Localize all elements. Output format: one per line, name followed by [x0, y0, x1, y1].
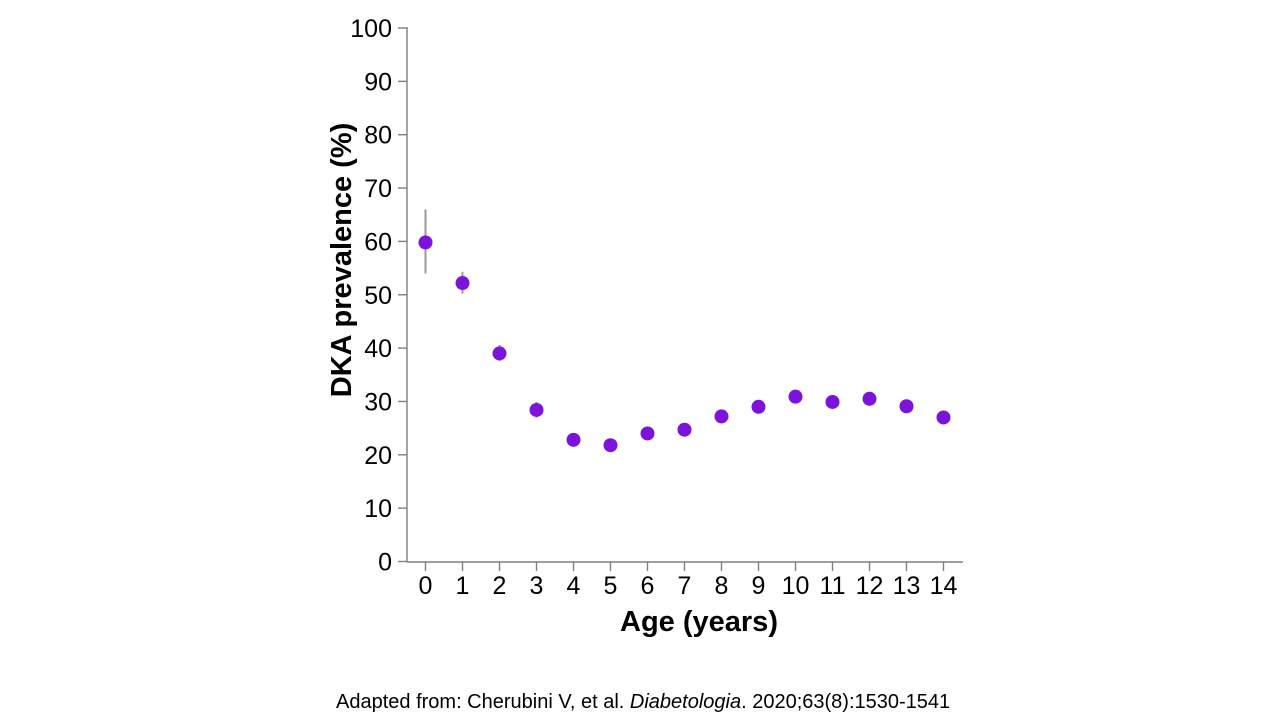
- x-tick-label: 0: [419, 572, 433, 600]
- x-tick-label: 12: [856, 572, 884, 600]
- y-tick-label: 30: [364, 388, 392, 416]
- data-point-age-10: [788, 389, 803, 404]
- x-tick-label: 9: [752, 572, 766, 600]
- y-tick-label: 70: [364, 175, 392, 203]
- x-axis-title: Age (years): [620, 606, 778, 638]
- x-tick-label: 13: [893, 572, 921, 600]
- x-tick-label: 1: [456, 572, 470, 600]
- citation-journal-name: Diabetologia: [629, 691, 742, 713]
- y-tick-label: 80: [364, 122, 392, 150]
- y-tick-label: 50: [364, 282, 392, 310]
- data-point-age-9: [751, 399, 766, 414]
- data-point-age-14: [936, 410, 951, 425]
- citation-prefix: Adapted from: Cherubini V, et al.: [336, 691, 630, 713]
- y-tick-label: 100: [350, 15, 392, 43]
- data-point-age-8: [714, 409, 729, 424]
- citation: Adapted from: Cherubini V, et al. Diabet…: [336, 691, 950, 713]
- y-tick-label: 40: [364, 335, 392, 363]
- data-point-age-7: [677, 422, 692, 437]
- y-tick-label: 90: [364, 68, 392, 96]
- x-tick-label: 2: [493, 572, 507, 600]
- data-point-age-12: [862, 391, 877, 406]
- x-tick-label: 11: [820, 572, 846, 600]
- data-point-age-11: [825, 394, 840, 409]
- data-point-age-2: [492, 346, 507, 361]
- x-tick-label: 14: [930, 572, 958, 600]
- y-tick-label: 10: [364, 495, 392, 523]
- citation-suffix: . 2020;63(8):1530-1541: [741, 691, 951, 713]
- data-point-age-6: [640, 426, 655, 441]
- y-tick-label: 0: [378, 549, 392, 577]
- data-point-age-4: [566, 432, 581, 447]
- x-tick-label: 5: [604, 572, 618, 600]
- data-point-age-0: [418, 235, 433, 250]
- data-point-age-5: [603, 438, 618, 453]
- y-tick-label: 20: [364, 442, 392, 470]
- data-point-age-3: [529, 402, 544, 417]
- x-tick-label: 8: [715, 572, 729, 600]
- x-tick-label: 4: [567, 572, 581, 600]
- y-tick-label: 60: [364, 228, 392, 256]
- y-axis-title: DKA prevalence (%): [326, 123, 358, 398]
- x-tick-label: 10: [782, 572, 810, 600]
- x-tick-label: 6: [641, 572, 655, 600]
- data-point-age-13: [899, 399, 914, 414]
- x-tick-label: 3: [530, 572, 544, 600]
- x-tick-label: 7: [678, 572, 692, 600]
- data-point-age-1: [455, 276, 470, 291]
